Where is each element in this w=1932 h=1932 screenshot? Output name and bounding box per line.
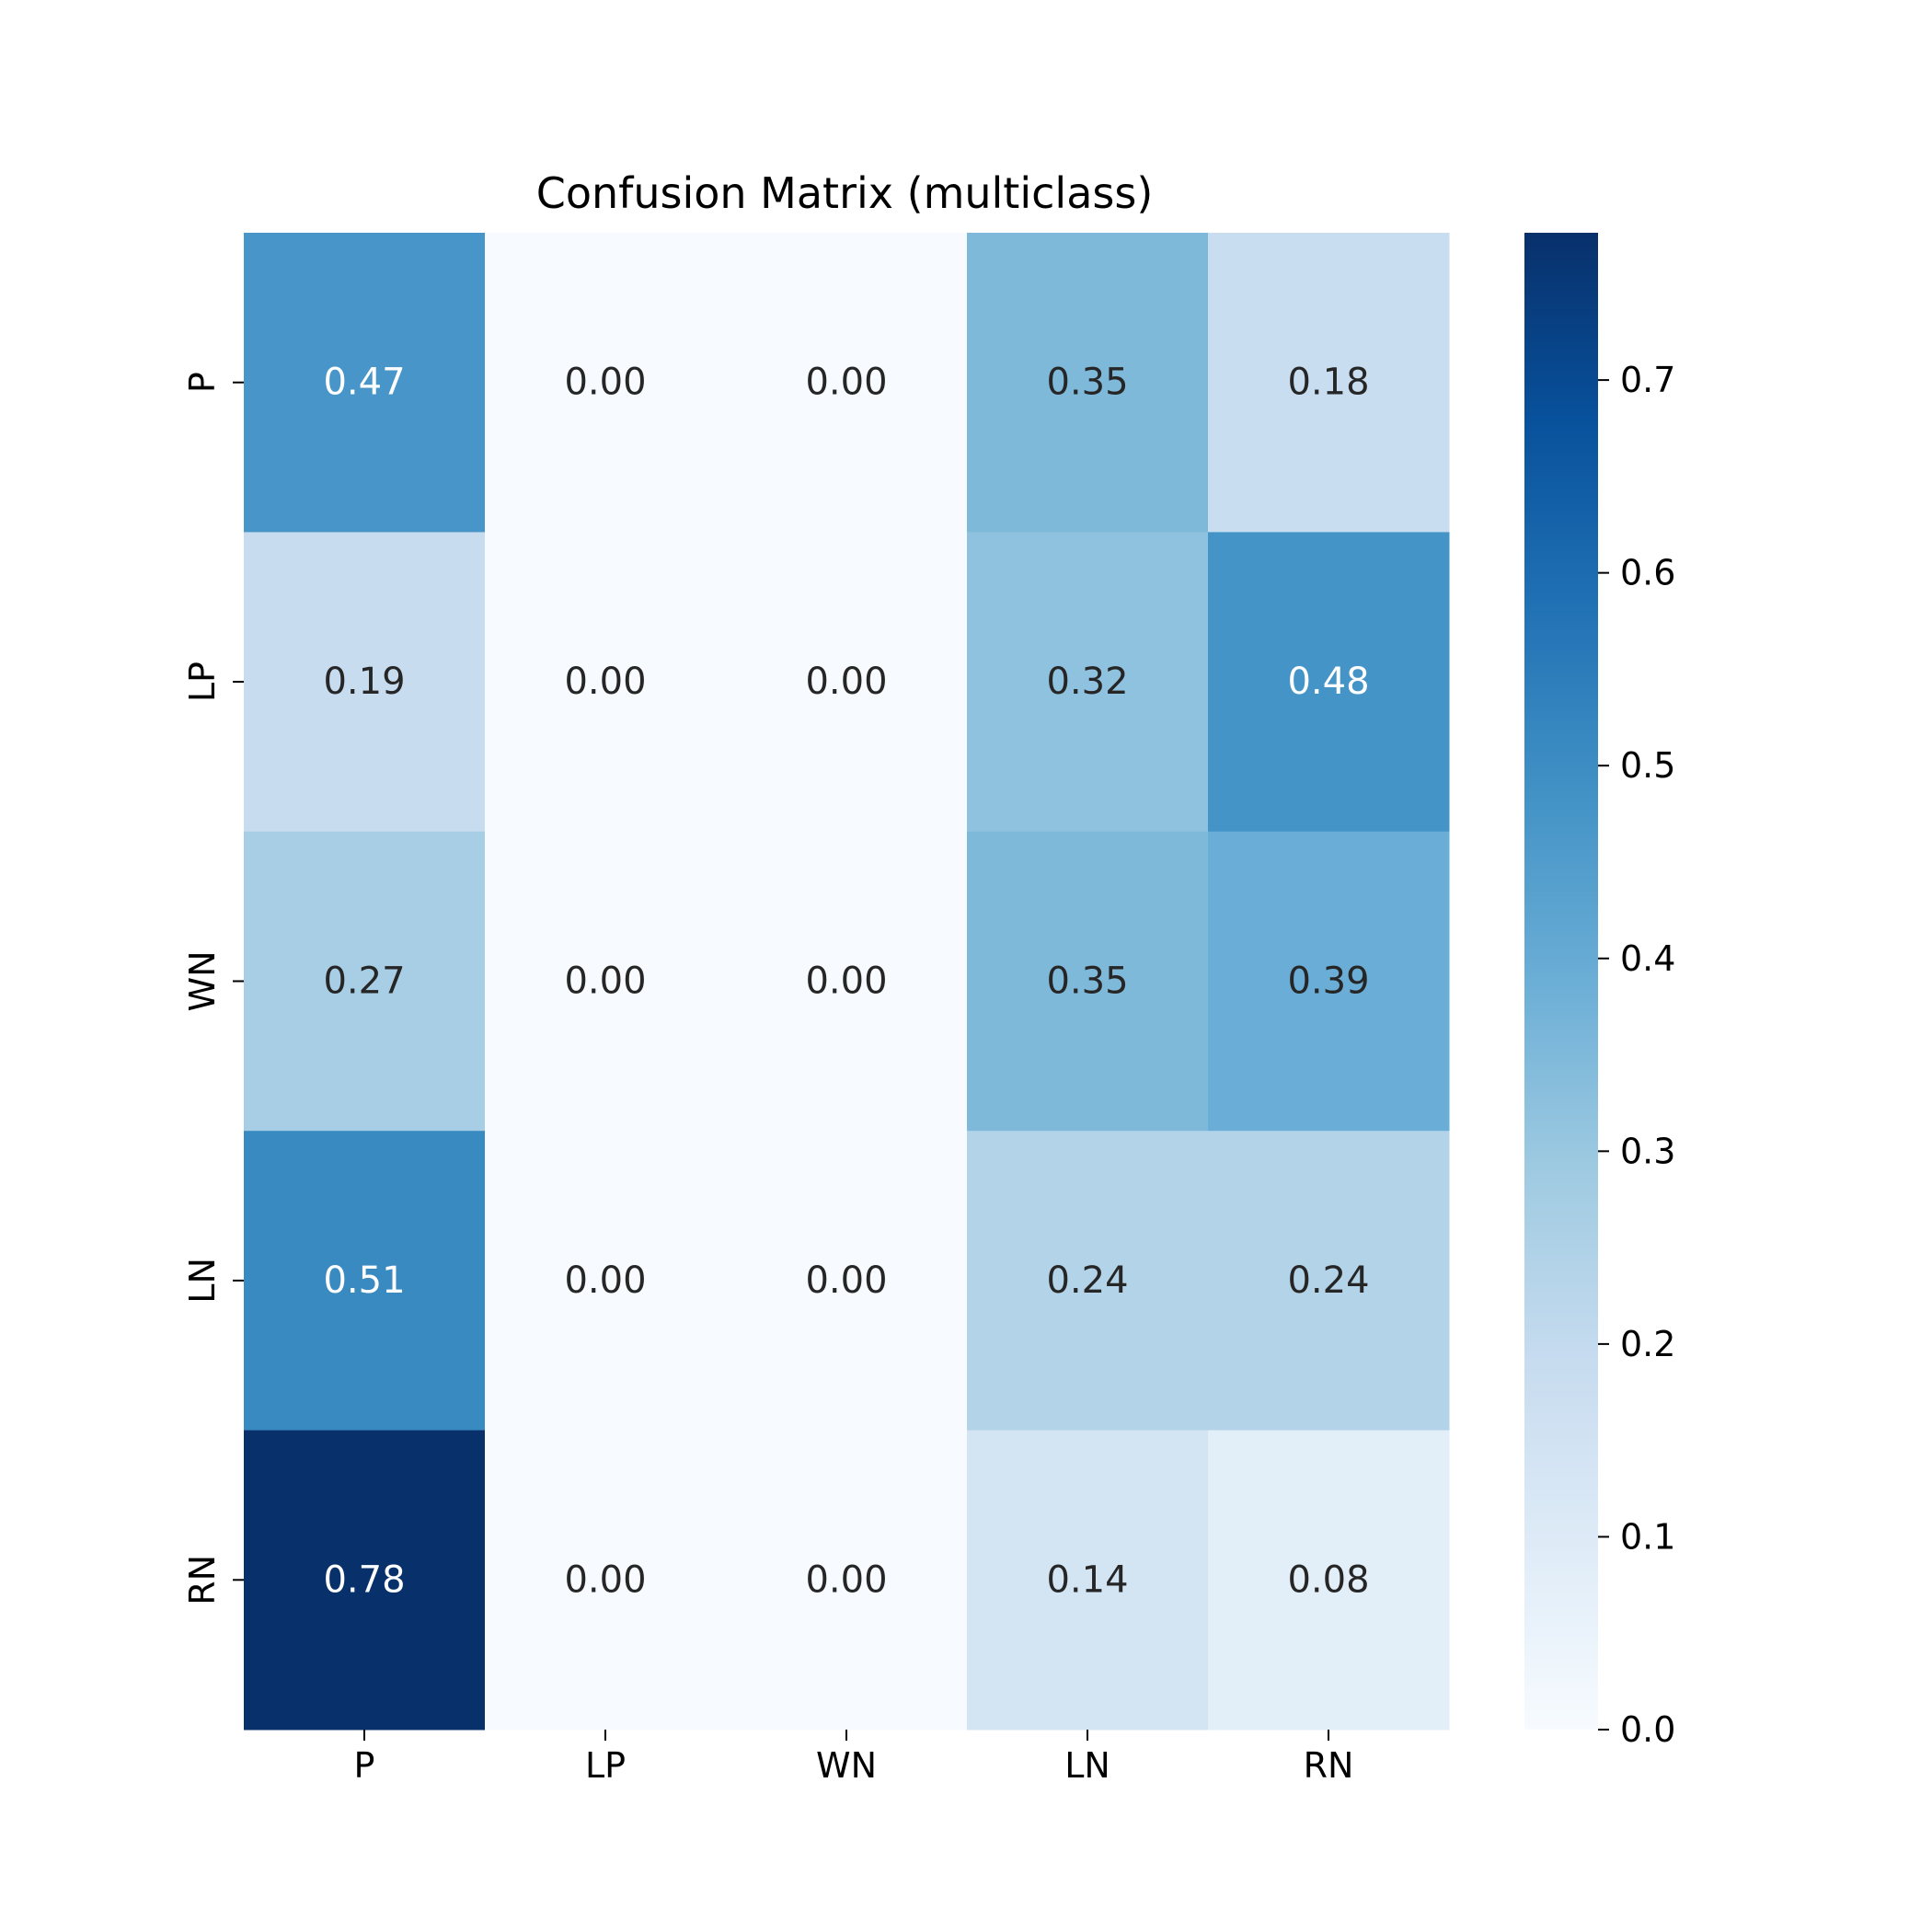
cell-value-label: 0.00 [564,661,646,703]
y-tick-label: P [182,372,223,393]
cell-value-label: 0.19 [323,661,405,703]
colorbar-tick-label: 0.4 [1620,938,1675,979]
cell-value-label: 0.35 [1046,960,1128,1003]
chart-title: Confusion Matrix (multiclass) [536,168,1154,218]
x-tick-label: RN [1304,1745,1354,1786]
cell-value-label: 0.24 [1287,1259,1369,1302]
cell-value-label: 0.00 [805,661,887,703]
colorbar-tick-label: 0.3 [1620,1131,1675,1171]
colorbar-tick-label: 0.1 [1620,1516,1675,1557]
cell-value-label: 0.27 [323,960,405,1003]
y-tick-label: RN [182,1555,223,1605]
cell-value-label: 0.78 [323,1558,405,1601]
x-tick-label: LP [585,1745,626,1786]
colorbar [1524,233,1598,1730]
colorbar-tick-label: 0.0 [1620,1709,1675,1750]
cell-value-label: 0.47 [323,362,405,404]
colorbar-tick-label: 0.5 [1620,745,1675,786]
cell-value-label: 0.00 [564,960,646,1003]
cell-value-label: 0.35 [1046,362,1128,404]
cell-value-label: 0.32 [1046,661,1128,703]
cell-value-label: 0.24 [1046,1259,1128,1302]
cell-value-label: 0.14 [1046,1558,1128,1601]
x-tick-label: P [354,1745,375,1786]
x-tick-label: WN [816,1745,877,1786]
y-tick-label: LN [182,1258,223,1304]
cell-value-label: 0.48 [1287,661,1369,703]
colorbar-tick-label: 0.6 [1620,553,1675,593]
cell-value-label: 0.00 [805,1558,887,1601]
cell-value-label: 0.00 [564,362,646,404]
cell-value-label: 0.00 [805,362,887,404]
colorbar-tick-label: 0.2 [1620,1324,1675,1364]
colorbar-tick-label: 0.7 [1620,360,1675,400]
cell-value-label: 0.18 [1287,362,1369,404]
y-tick-label: WN [182,951,223,1012]
cell-value-label: 0.00 [805,1259,887,1302]
cell-value-label: 0.00 [564,1558,646,1601]
cell-value-label: 0.00 [805,960,887,1003]
x-tick-label: LN [1064,1745,1110,1786]
cell-value-label: 0.08 [1287,1558,1369,1601]
cell-value-label: 0.00 [564,1259,646,1302]
y-tick-label: LP [182,661,223,702]
cell-value-label: 0.51 [323,1259,405,1302]
cell-value-label: 0.39 [1287,960,1369,1003]
